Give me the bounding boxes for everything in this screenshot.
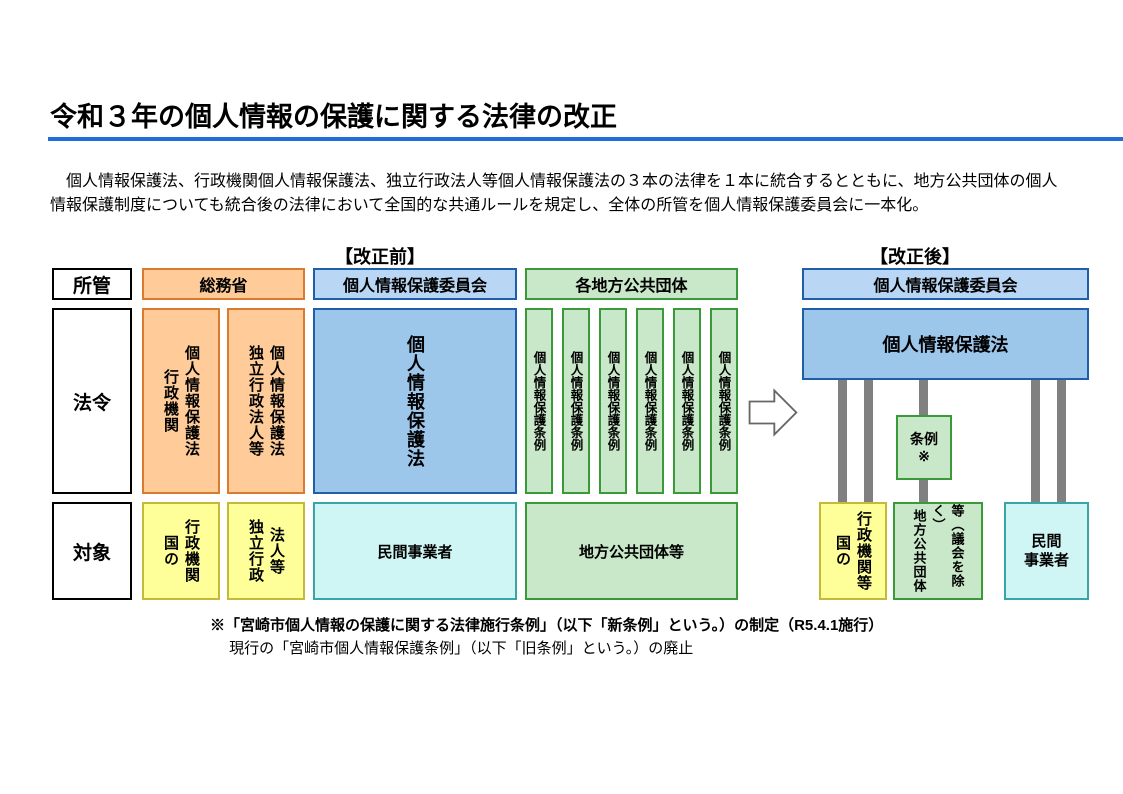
before-law-green: 個人情報保護条例 [673,308,701,494]
footnote: ※「宮崎市個人情報の保護に関する法律施行条例」（以下「新条例」という。）の制定（… [210,615,883,660]
connector-bar [864,380,873,502]
connector-bar [1031,380,1040,502]
before-law-green: 個人情報保護条例 [710,308,738,494]
law-text: 個人情報保護法 [266,345,287,457]
before-law-green: 個人情報保護条例 [562,308,590,494]
law-text: 個人情報保護条例 [678,351,697,451]
law-text: 個人情報保護条例 [641,351,660,451]
after-ordinance: 条例 ※ [896,415,952,480]
before-target-yellow2: 独立行政 法人等 [227,502,305,600]
label-after: 【改正後】 [870,243,960,269]
before-law-blue: 個人情報保護法 [313,308,517,494]
target-text: 等（議会を除く） [929,504,967,598]
before-target-green: 地方公共団体等 [525,502,738,600]
after-target-green: 地方公共団体 等（議会を除く） [893,502,983,600]
law-text: 個人情報保護条例 [604,351,623,451]
after-law: 個人情報保護法 [802,308,1089,380]
target-text: 事業者 [1024,551,1069,571]
target-text: 民間 [1031,532,1061,552]
title-underline [48,137,1123,141]
law-text: 行政機関 [160,369,181,433]
target-text: 行政機関等 [853,511,874,591]
page-title: 令和３年の個人情報の保護に関する法律の改正 [50,95,617,134]
arrow-icon [745,385,800,440]
law-text: 個人情報保護条例 [715,351,734,451]
target-text: 独立行政 [245,519,266,583]
before-law-orange1: 行政機関 個人情報保護法 [142,308,220,494]
ord-line2: ※ [918,448,930,465]
target-text: 地方公共団体 [910,509,929,593]
before-law-green: 個人情報保護条例 [525,308,553,494]
before-law-orange2: 独立行政法人等 個人情報保護法 [227,308,305,494]
ord-line1: 条例 [910,431,938,448]
after-target-yellow: 国の 行政機関等 [819,502,887,600]
before-target-yellow1: 国の 行政機関 [142,502,220,600]
before-law-green: 個人情報保護条例 [599,308,627,494]
before-header-somu: 総務省 [142,268,305,300]
row-label-jurisdiction: 所管 [52,268,132,300]
before-law-green: 個人情報保護条例 [636,308,664,494]
after-target-cyan: 民間 事業者 [1004,502,1089,600]
law-text: 個人情報保護法 [181,345,202,457]
law-text: 独立行政法人等 [245,345,266,457]
target-text: 国の [160,535,181,567]
target-text: 国の [832,535,853,567]
law-text: 個人情報保護条例 [567,351,586,451]
row-label-law: 法令 [52,308,132,494]
footnote-line2: 現行の「宮崎市個人情報保護条例」（以下「旧条例」という。）の廃止 [210,638,883,661]
law-text: 個人情報保護法 [402,335,428,468]
before-header-ppc: 個人情報保護委員会 [313,268,517,300]
row-label-target: 対象 [52,502,132,600]
target-text: 行政機関 [181,519,202,583]
connector-bar [919,380,928,416]
target-text: 法人等 [266,527,287,575]
connector-bar [838,380,847,502]
law-text: 個人情報保護条例 [530,351,549,451]
before-header-local: 各地方公共団体 [525,268,738,300]
connector-bar [1057,380,1066,502]
connector-bar [919,480,928,502]
label-before: 【改正前】 [335,243,425,269]
before-target-cyan: 民間事業者 [313,502,517,600]
intro-text: 個人情報保護法、行政機関個人情報保護法、独立行政法人等個人情報保護法の３本の法律… [50,170,1073,218]
footnote-line1: ※「宮崎市個人情報の保護に関する法律施行条例」（以下「新条例」という。）の制定（… [210,615,883,638]
after-header-ppc: 個人情報保護委員会 [802,268,1089,300]
